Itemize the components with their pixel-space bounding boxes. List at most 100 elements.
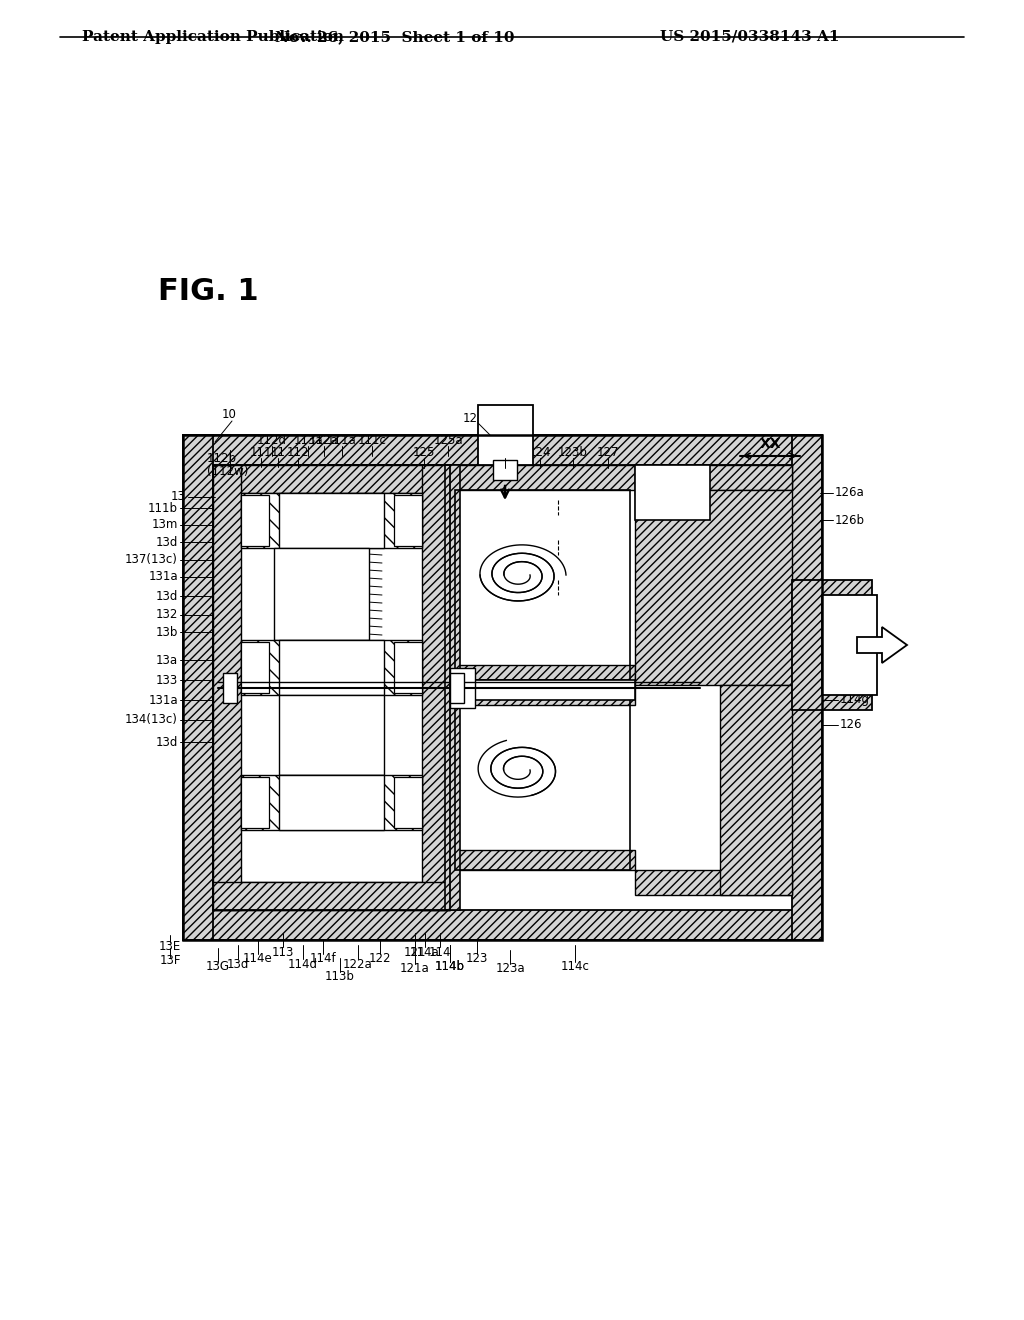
Text: 121a: 121a	[400, 962, 430, 975]
Polygon shape	[213, 882, 450, 909]
Polygon shape	[445, 465, 460, 909]
Text: 13d: 13d	[156, 536, 178, 549]
Text: 13d: 13d	[156, 735, 178, 748]
Bar	[635, 465, 710, 520]
Text: 114g: 114g	[840, 693, 870, 706]
Text: 113a: 113a	[293, 434, 323, 447]
Polygon shape	[635, 870, 792, 895]
Text: 111b: 111b	[148, 502, 178, 515]
Bar	[394, 642, 422, 693]
Text: 114b: 114b	[435, 961, 465, 974]
Text: 125a: 125a	[433, 434, 463, 447]
Bar	[223, 672, 237, 702]
Text: FIG. 1: FIG. 1	[158, 277, 259, 306]
Polygon shape	[455, 850, 635, 870]
Bar	[493, 459, 517, 480]
Text: 13: 13	[171, 491, 186, 503]
Text: 114a: 114a	[411, 945, 440, 958]
Polygon shape	[213, 465, 241, 909]
Polygon shape	[635, 465, 710, 495]
Polygon shape	[450, 465, 792, 490]
Text: 114d: 114d	[288, 957, 318, 970]
Text: Patent Application Publication: Patent Application Publication	[82, 30, 344, 44]
Bar	[183, 436, 822, 940]
Text: 13G: 13G	[206, 960, 230, 973]
Bar	[241, 495, 269, 546]
Polygon shape	[183, 436, 213, 940]
Text: 122a: 122a	[343, 957, 373, 970]
Bar	[241, 642, 269, 693]
Text: 113: 113	[271, 945, 294, 958]
Text: 10: 10	[222, 408, 237, 421]
Bar	[455, 490, 630, 680]
Text: 13b: 13b	[156, 626, 178, 639]
Polygon shape	[213, 882, 450, 909]
Text: 114e: 114e	[243, 953, 272, 965]
Text: 112a: 112a	[309, 434, 339, 447]
Text: 133: 133	[156, 673, 178, 686]
Text: 114: 114	[429, 945, 452, 958]
Text: 111c: 111c	[357, 434, 386, 447]
Text: 123: 123	[466, 953, 488, 965]
Bar	[279, 696, 384, 775]
Bar	[478, 405, 534, 465]
Polygon shape	[183, 436, 822, 465]
Bar	[394, 495, 422, 546]
Bar	[450, 668, 475, 708]
Bar	[792, 579, 872, 710]
Text: 126a: 126a	[835, 487, 864, 499]
Text: 126b: 126b	[835, 513, 865, 527]
Text: 127: 127	[597, 446, 620, 459]
Bar	[822, 595, 877, 696]
Text: (112w): (112w)	[207, 465, 249, 478]
Bar	[450, 672, 464, 702]
Text: 13E: 13E	[159, 940, 181, 953]
Bar	[241, 777, 269, 828]
Text: 121: 121	[403, 945, 426, 958]
Text: 111a: 111a	[327, 434, 357, 447]
Polygon shape	[183, 909, 822, 940]
Text: 131a: 131a	[148, 570, 178, 583]
Text: 126: 126	[840, 718, 862, 731]
Polygon shape	[455, 665, 635, 685]
Polygon shape	[857, 627, 907, 663]
Text: 113b: 113b	[325, 970, 355, 983]
Text: 13d: 13d	[226, 957, 249, 970]
Bar	[279, 640, 384, 696]
Polygon shape	[720, 685, 792, 895]
Text: 132: 132	[156, 609, 178, 622]
Polygon shape	[241, 775, 422, 830]
Text: 114b: 114b	[435, 961, 465, 974]
Bar	[279, 775, 384, 830]
Text: 122: 122	[369, 953, 391, 965]
Bar	[213, 465, 450, 909]
Text: 114f: 114f	[309, 953, 336, 965]
Text: 13F: 13F	[160, 954, 181, 968]
Text: 112: 112	[287, 446, 309, 459]
Text: US 2015/0338143 A1: US 2015/0338143 A1	[660, 30, 840, 44]
Polygon shape	[635, 490, 792, 685]
Polygon shape	[455, 685, 635, 705]
Text: 137(13c): 137(13c)	[125, 553, 178, 566]
Text: 123b: 123b	[558, 446, 588, 459]
Bar	[455, 685, 630, 870]
Bar	[279, 492, 384, 548]
Text: 12: 12	[498, 446, 512, 459]
Text: XX: XX	[759, 437, 780, 451]
Text: 13d: 13d	[156, 590, 178, 602]
Text: 13m: 13m	[152, 519, 178, 532]
Text: 114c: 114c	[560, 961, 590, 974]
Text: 111: 111	[250, 446, 272, 459]
Text: 112b: 112b	[207, 453, 237, 466]
Text: 122b: 122b	[463, 412, 493, 425]
Polygon shape	[792, 436, 822, 940]
Polygon shape	[422, 465, 450, 909]
Text: 124: 124	[528, 446, 551, 459]
Bar	[274, 548, 369, 640]
Text: 134(13c): 134(13c)	[125, 714, 178, 726]
Text: 125: 125	[413, 446, 435, 459]
Polygon shape	[241, 492, 422, 548]
Text: 13a: 13a	[156, 653, 178, 667]
Text: 11: 11	[270, 446, 286, 459]
Polygon shape	[241, 640, 422, 696]
